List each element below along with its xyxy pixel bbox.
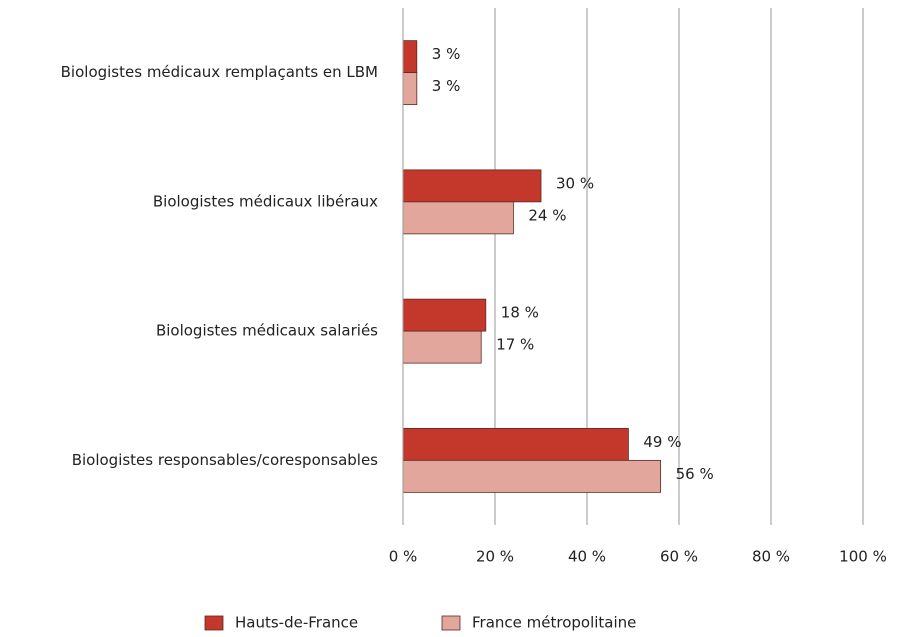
bar [402, 459, 662, 493]
data-label: 18 % [501, 304, 539, 322]
data-label: 49 % [643, 433, 681, 451]
legend-swatch [441, 615, 461, 631]
data-label: 30 % [556, 174, 594, 192]
data-label: 3 % [432, 45, 461, 63]
x-tick-label: 40 % [568, 548, 606, 566]
bar [402, 330, 482, 364]
legend-label: France métropolitaine [472, 614, 636, 632]
x-tick-label: 20 % [476, 548, 514, 566]
bar [402, 169, 542, 203]
x-tick-label: 0 % [389, 548, 418, 566]
bar [402, 298, 487, 332]
bar [402, 72, 418, 106]
category-label: Biologistes médicaux salariés [156, 322, 378, 340]
data-label: 24 % [528, 206, 566, 224]
x-tick-label: 60 % [660, 548, 698, 566]
category-label: Biologistes médicaux libéraux [153, 192, 378, 210]
category-label: Biologistes médicaux remplaçants en LBM [61, 63, 378, 81]
legend-swatch [204, 615, 224, 631]
data-label: 17 % [496, 336, 534, 354]
legend-label: Hauts-de-France [235, 614, 358, 632]
bar [402, 427, 629, 461]
x-tick-label: 100 % [839, 548, 887, 566]
category-label: Biologistes responsables/coresponsables [72, 451, 378, 469]
bar [402, 201, 514, 235]
data-label: 56 % [676, 465, 714, 483]
bar [402, 40, 418, 74]
data-label: 3 % [432, 77, 461, 95]
x-tick-label: 80 % [752, 548, 790, 566]
